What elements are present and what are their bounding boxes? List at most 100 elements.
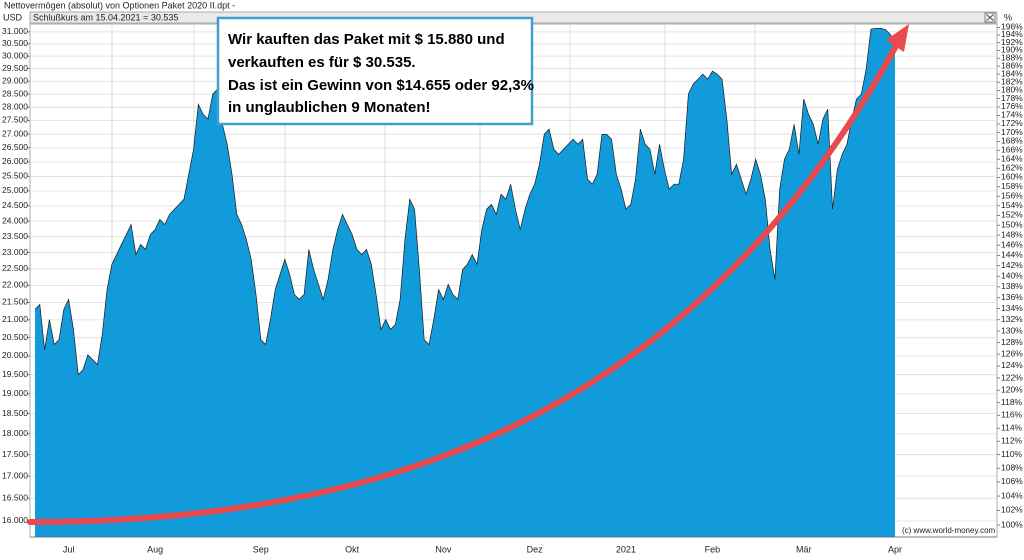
y2-tick-label: 144% [1001,250,1023,260]
y2-tick-label: 140% [1001,270,1023,280]
y-axis-label: USD [3,12,23,22]
annotation-line: Das ist ein Gewinn von $14.655 oder 92,3… [228,77,534,94]
y2-tick-label: 182% [1001,76,1023,86]
close-button[interactable] [984,12,996,23]
x-tick-label: Mär [796,544,812,554]
y2-tick-label: 194% [1001,29,1023,39]
trend-arrow [27,24,909,525]
x-tick-label: Okt [345,544,360,554]
y2-tick-label: 164% [1001,153,1023,163]
y2-tick-label: 106% [1001,476,1023,486]
y-tick-label: 20.500 [2,332,28,342]
info-text: Schlußkurs am 15.04.2021 = 30.535 [33,12,178,22]
y2-tick-label: 148% [1001,229,1023,239]
y2-tick-label: 118% [1001,397,1023,407]
annotation-box [216,16,534,126]
x-tick-label: Aug [147,544,163,554]
y2-tick-label: 132% [1001,314,1023,324]
y2-tick-label: 196% [1001,22,1023,32]
y2-tick-label: 128% [1001,337,1023,347]
x-tick-label: Jul [63,544,75,554]
y2-tick-label: 176% [1001,101,1023,111]
y-tick-label: 18.500 [2,408,28,418]
credit: (c) www.world-money.com [902,526,996,535]
y2-tick-label: 166% [1001,144,1023,154]
y-tick-label: 26.000 [2,156,28,166]
chart-title: Nettovermögen (absolut) von Optionen Pak… [4,0,235,10]
y-tick-label: 21.500 [2,297,28,307]
y2-tick-label: 130% [1001,325,1023,335]
y2-tick-label: 136% [1001,292,1023,302]
y-tick-label: 29.500 [2,63,28,73]
y2-tick-label: 156% [1001,190,1023,200]
y2-tick-label: 114% [1001,422,1023,432]
y-tick-label: 30.000 [2,50,28,60]
y2-tick-label: 138% [1001,281,1023,291]
y-tick-label: 19.000 [2,388,28,398]
y2-tick-label: 134% [1001,303,1023,313]
x-tick-label: 2021 [616,544,636,554]
y-tick-label: 17.000 [2,470,28,480]
y2-tick-label: 150% [1001,219,1023,229]
y2-tick-label: 168% [1001,136,1023,146]
y-tick-label: 22.500 [2,263,28,273]
y2-tick-label: 112% [1001,436,1023,446]
annotation-line: Wir kauften das Paket mit $ 15.880 und [228,31,505,48]
x-tick-label: Nov [435,544,452,554]
y2-tick-label: 162% [1001,163,1023,173]
y-tick-label: 18.000 [2,428,28,438]
y2-tick-label: 116% [1001,410,1023,420]
y2-tick-label: 190% [1001,45,1023,55]
axes: 16.000 16.500 17.000 17.500 18.000 18.500 19.0… [2,22,1023,555]
y2-tick-label: 180% [1001,85,1023,95]
area-outline [34,27,896,376]
y2-tick-label: 152% [1001,210,1023,220]
y2-tick-label: 174% [1001,110,1023,120]
y2-tick-label: 188% [1001,52,1023,62]
y2-tick-label: 108% [1001,462,1023,472]
x-tick-label: Apr [888,544,902,554]
x-tick-label: Dez [527,544,544,554]
y2-tick-label: 142% [1001,260,1023,270]
y2-tick-label: 170% [1001,127,1023,137]
y2-tick-label: 146% [1001,239,1023,249]
y-tick-label: 21.000 [2,314,28,324]
x-tick-label: Sep [253,544,269,554]
y-tick-label: 22.000 [2,280,28,290]
y2-tick-label: 110% [1001,449,1023,459]
y-tick-label: 17.500 [2,449,28,459]
y2-tick-label: 120% [1001,384,1023,394]
y2-tick-label: 104% [1001,490,1023,500]
y-tick-label: 28.500 [2,88,28,98]
y-tick-label: 26.500 [2,142,28,152]
y-tick-label: 27.500 [2,115,28,125]
y2-tick-label: 102% [1001,505,1023,515]
x-tick-label: Feb [705,544,721,554]
y2-tick-label: 154% [1001,200,1023,210]
y2-tick-label: 186% [1001,60,1023,70]
y-tick-label: 29.000 [2,75,28,85]
y-tick-label: 24.000 [2,215,28,225]
y2-tick-label: 158% [1001,181,1023,191]
plot [34,27,896,538]
y-tick-label: 19.500 [2,369,28,379]
close-icon[interactable] [986,14,994,21]
y2-axis-label: % [1004,12,1012,22]
annotation: Wir kauften das Paket mit $ 15.880 und v… [216,16,534,126]
y-tick-label: 16.000 [2,515,28,525]
y2-tick-label: 178% [1001,93,1023,103]
y2-tick-label: 122% [1001,372,1023,382]
annotation-line: in unglaublichen 9 Monaten! [228,99,431,116]
y2-tick-label: 160% [1001,172,1023,182]
y2-tick-label: 184% [1001,68,1023,78]
y2-tick-label: 100% [1001,519,1023,529]
y-tick-label: 28.000 [2,101,28,111]
arrow-head [886,24,909,52]
arrow-shaft [27,43,899,525]
y2-tick-label: 192% [1001,37,1023,47]
y2-tick-label: 172% [1001,118,1023,128]
y-tick-label: 16.500 [2,492,28,502]
y-tick-label: 24.500 [2,200,28,210]
y-tick-label: 31.000 [2,26,28,36]
